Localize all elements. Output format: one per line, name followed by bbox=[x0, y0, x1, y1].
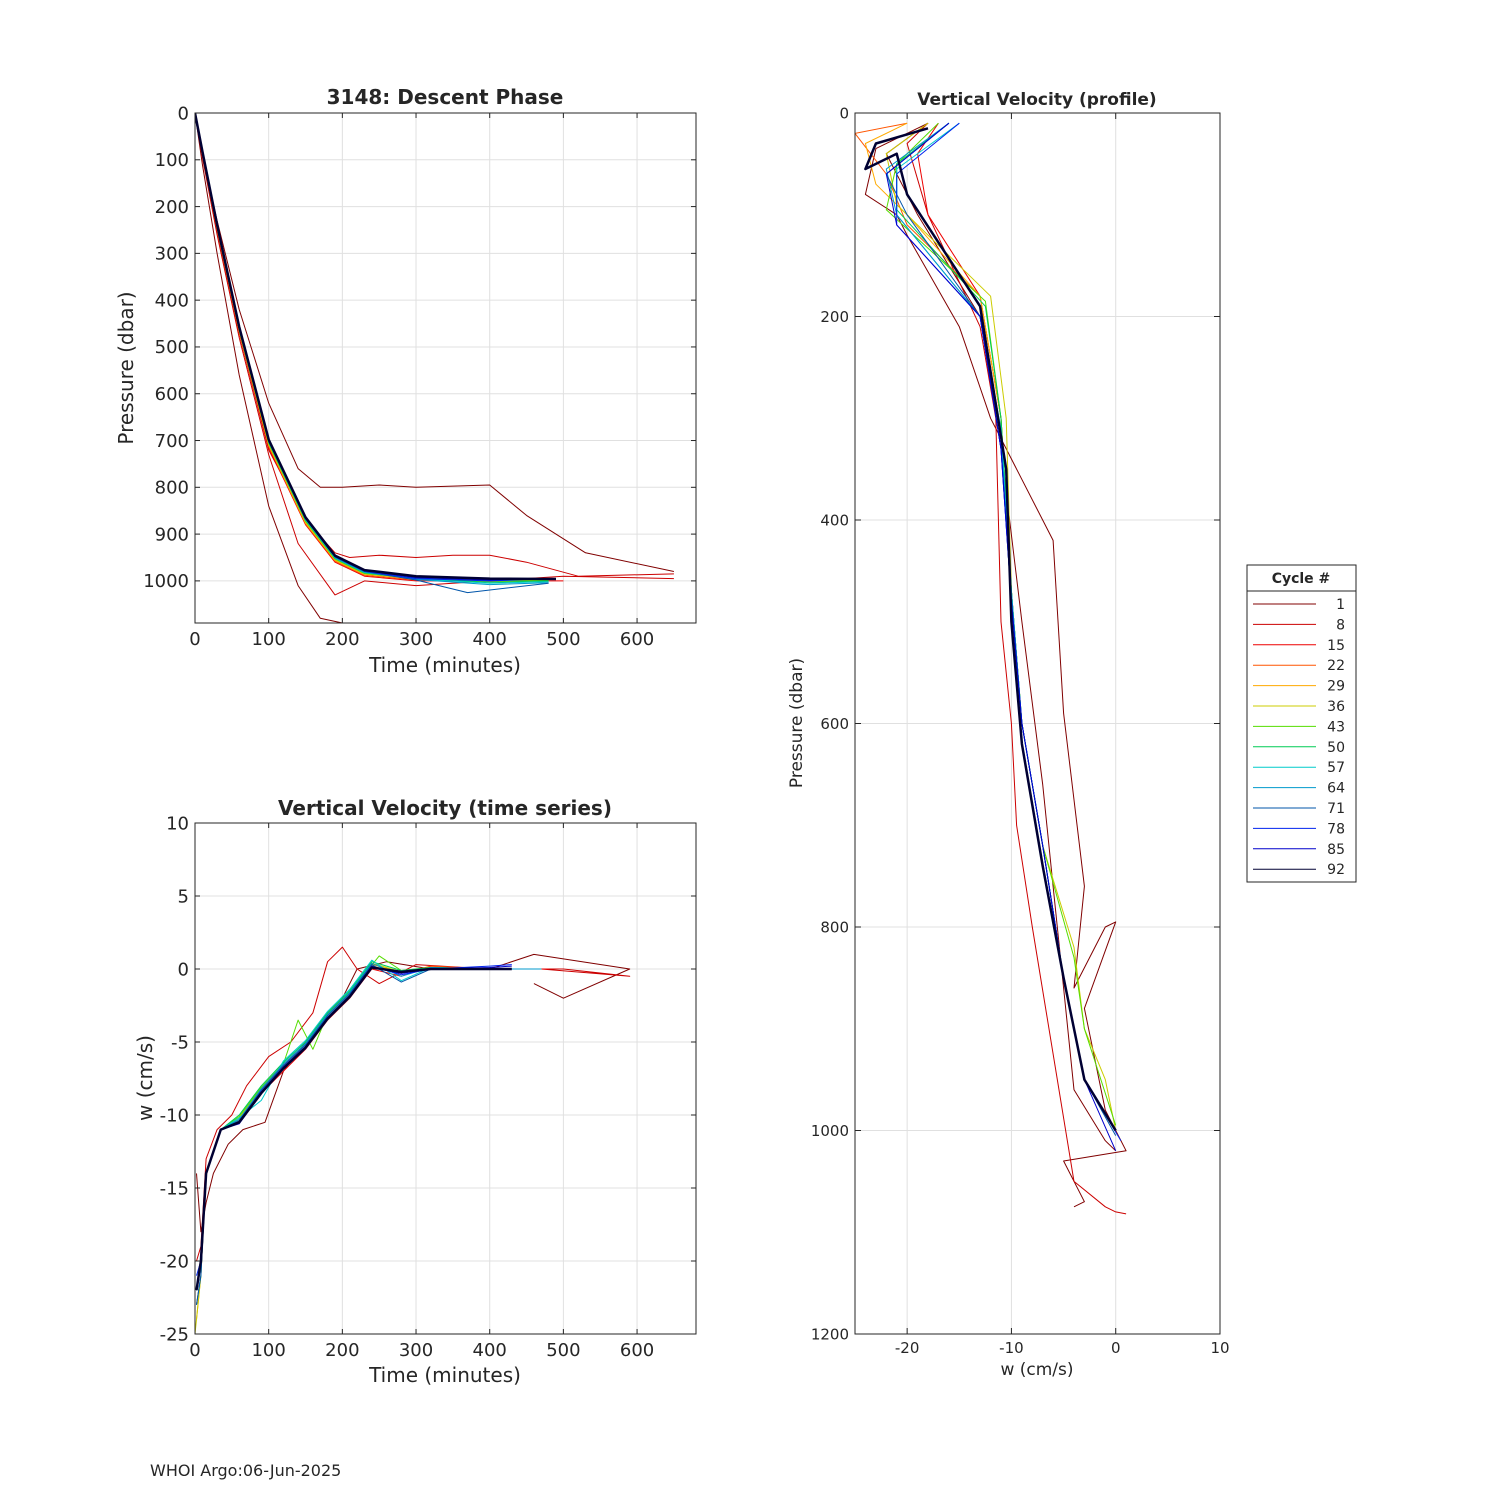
descent-xtick-label: 300 bbox=[399, 629, 433, 650]
profile-ytick-label: 0 bbox=[839, 104, 849, 122]
profile-ytick-label: 200 bbox=[820, 308, 849, 326]
descent-series-line-cycle-1 bbox=[195, 113, 343, 623]
timeseries-xtick-label: 0 bbox=[189, 1340, 200, 1361]
descent-xtick-label: 0 bbox=[189, 629, 200, 650]
profile-ylabel: Pressure (dbar) bbox=[787, 658, 807, 788]
legend-label-cycle-50: 50 bbox=[1327, 740, 1345, 756]
descent-series-lines bbox=[195, 113, 675, 623]
legend-label-cycle-64: 64 bbox=[1327, 781, 1345, 797]
timeseries-ticks: 0 100 200 300 400 500 600 10 5 0 -5 -10 -15 -20 -25 bbox=[160, 813, 696, 1361]
descent-xtick-label: 600 bbox=[620, 629, 654, 650]
descent-title: 3148: Descent Phase bbox=[327, 85, 564, 109]
descent-xtick-label: 500 bbox=[546, 629, 580, 650]
timeseries-ytick-label: -10 bbox=[160, 1105, 189, 1126]
profile-ytick-label: 1000 bbox=[811, 1122, 849, 1140]
timeseries-title: Vertical Velocity (time series) bbox=[278, 796, 612, 820]
descent-axes-box bbox=[194, 112, 697, 624]
descent-ylabel: Pressure (dbar) bbox=[114, 291, 138, 444]
profile-ytick-label: 800 bbox=[820, 918, 849, 936]
timeseries-xlabel: Time (minutes) bbox=[368, 1363, 521, 1387]
descent-plot-area bbox=[195, 113, 696, 623]
profile-xtick-label: -10 bbox=[999, 1339, 1024, 1357]
profile-ytick-label: 600 bbox=[820, 715, 849, 733]
legend-box bbox=[1246, 564, 1357, 883]
descent-ytick-label: 800 bbox=[155, 478, 189, 499]
profile-series-lines bbox=[855, 122, 1127, 1215]
legend-label-cycle-8: 8 bbox=[1336, 617, 1345, 633]
descent-series-line-cycle-1 bbox=[195, 113, 675, 572]
footer-stamp: WHOI Argo:06-Jun-2025 bbox=[150, 1461, 342, 1480]
legend-entries: 1 8 15 22 29 36 43 50 57 64 71 78 85 92 bbox=[1253, 597, 1345, 878]
timeseries-axes-box bbox=[194, 822, 697, 1335]
profile-xtick-label: 0 bbox=[1111, 1339, 1121, 1357]
descent-xlabel: Time (minutes) bbox=[368, 653, 521, 677]
timeseries-ylabel: w (cm/s) bbox=[133, 1035, 157, 1121]
descent-series-line-cycle-92 bbox=[195, 113, 557, 581]
timeseries-xtick-label: 100 bbox=[251, 1340, 285, 1361]
timeseries-ytick-label: -25 bbox=[160, 1324, 189, 1345]
legend-label-cycle-22: 22 bbox=[1327, 658, 1345, 674]
descent-ytick-label: 600 bbox=[155, 384, 189, 405]
legend-label-cycle-29: 29 bbox=[1327, 679, 1345, 695]
descent-xtick-label: 200 bbox=[325, 629, 359, 650]
legend-label-cycle-15: 15 bbox=[1327, 638, 1345, 654]
descent-ytick-label: 500 bbox=[155, 337, 189, 358]
profile-lines-area bbox=[855, 122, 1127, 1215]
descent-lines-area bbox=[195, 113, 675, 623]
timeseries-series-lines bbox=[195, 946, 631, 1334]
timeseries-ytick-label: -5 bbox=[171, 1032, 189, 1053]
timeseries-ytick-label: 5 bbox=[178, 886, 189, 907]
descent-ytick-label: 300 bbox=[155, 244, 189, 265]
legend-label-cycle-1: 1 bbox=[1336, 597, 1345, 613]
timeseries-plot-area bbox=[195, 823, 696, 1334]
descent-ytick-label: 400 bbox=[155, 290, 189, 311]
legend-label-cycle-57: 57 bbox=[1327, 760, 1345, 776]
profile-ytick-label: 400 bbox=[820, 511, 849, 529]
descent-xtick-label: 400 bbox=[473, 629, 507, 650]
descent-ticks: 0 100 200 300 400 500 600 0 100 200 300 400 500 600 70… bbox=[143, 103, 696, 650]
descent-ytick-label: 700 bbox=[155, 431, 189, 452]
profile-ytick-label: 1200 bbox=[811, 1325, 849, 1343]
cycle-legend: Cycle # 1 8 15 22 29 36 43 50 57 64 71 78 85 92 bbox=[1246, 564, 1357, 883]
profile-xtick-label: 10 bbox=[1210, 1339, 1229, 1357]
timeseries-ytick-label: 10 bbox=[166, 813, 189, 834]
descent-xtick-label: 100 bbox=[251, 629, 285, 650]
descent-ytick-label: 200 bbox=[155, 197, 189, 218]
descent-phase-panel: 0 100 200 300 400 500 600 0 100 200 300 400 500 600 70… bbox=[114, 85, 697, 677]
timeseries-lines-area bbox=[195, 946, 631, 1334]
legend-label-cycle-78: 78 bbox=[1327, 821, 1345, 837]
descent-ytick-label: 0 bbox=[178, 103, 189, 124]
profile-series-line-cycle-92 bbox=[864, 127, 1117, 1132]
profile-title: Vertical Velocity (profile) bbox=[917, 90, 1156, 110]
descent-ytick-label: 1000 bbox=[143, 571, 189, 592]
velocity-timeseries-panel: 0 100 200 300 400 500 600 10 5 0 -5 -10 -15 -20 -25 Ve… bbox=[133, 796, 697, 1387]
timeseries-xtick-label: 200 bbox=[325, 1340, 359, 1361]
legend-label-cycle-85: 85 bbox=[1327, 842, 1345, 858]
descent-ytick-label: 100 bbox=[155, 150, 189, 171]
timeseries-xtick-label: 500 bbox=[546, 1340, 580, 1361]
timeseries-ytick-label: -20 bbox=[160, 1251, 189, 1272]
timeseries-xtick-label: 400 bbox=[473, 1340, 507, 1361]
legend-label-cycle-43: 43 bbox=[1327, 719, 1345, 735]
legend-label-cycle-36: 36 bbox=[1327, 699, 1345, 715]
legend-label-cycle-92: 92 bbox=[1327, 862, 1345, 878]
profile-xtick-label: -20 bbox=[895, 1339, 920, 1357]
timeseries-series-line-cycle-92 bbox=[195, 966, 512, 1291]
descent-ytick-label: 900 bbox=[155, 524, 189, 545]
legend-label-cycle-71: 71 bbox=[1327, 801, 1345, 817]
timeseries-ytick-label: 0 bbox=[178, 959, 189, 980]
legend-title: Cycle # bbox=[1272, 571, 1331, 587]
timeseries-ytick-label: -15 bbox=[160, 1178, 189, 1199]
timeseries-xtick-label: 300 bbox=[399, 1340, 433, 1361]
profile-xlabel: w (cm/s) bbox=[1000, 1360, 1073, 1380]
timeseries-xtick-label: 600 bbox=[620, 1340, 654, 1361]
